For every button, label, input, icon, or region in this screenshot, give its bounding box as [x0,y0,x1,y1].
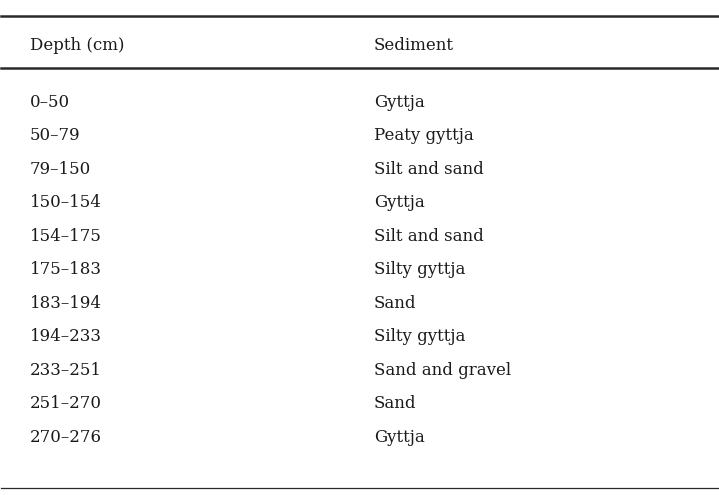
Text: Silty gyttja: Silty gyttja [374,261,465,278]
Text: 50–79: 50–79 [30,127,81,144]
Text: Peaty gyttja: Peaty gyttja [374,127,474,144]
Text: Silt and sand: Silt and sand [374,228,484,245]
Text: 154–175: 154–175 [30,228,102,245]
Text: Sediment: Sediment [374,37,454,54]
Text: 251–270: 251–270 [30,395,102,412]
Text: Gyttja: Gyttja [374,194,425,211]
Text: Depth (cm): Depth (cm) [30,37,124,54]
Text: Gyttja: Gyttja [374,429,425,446]
Text: 79–150: 79–150 [30,161,91,178]
Text: 183–194: 183–194 [30,295,102,312]
Text: Gyttja: Gyttja [374,94,425,111]
Text: Sand and gravel: Sand and gravel [374,361,511,379]
Text: 270–276: 270–276 [30,429,102,446]
Text: 150–154: 150–154 [30,194,102,211]
Text: Sand: Sand [374,295,416,312]
Text: Silty gyttja: Silty gyttja [374,328,465,345]
Text: Silt and sand: Silt and sand [374,161,484,178]
Text: 233–251: 233–251 [30,361,102,379]
Text: 175–183: 175–183 [30,261,102,278]
Text: 0–50: 0–50 [30,94,70,111]
Text: Sand: Sand [374,395,416,412]
Text: 194–233: 194–233 [30,328,102,345]
